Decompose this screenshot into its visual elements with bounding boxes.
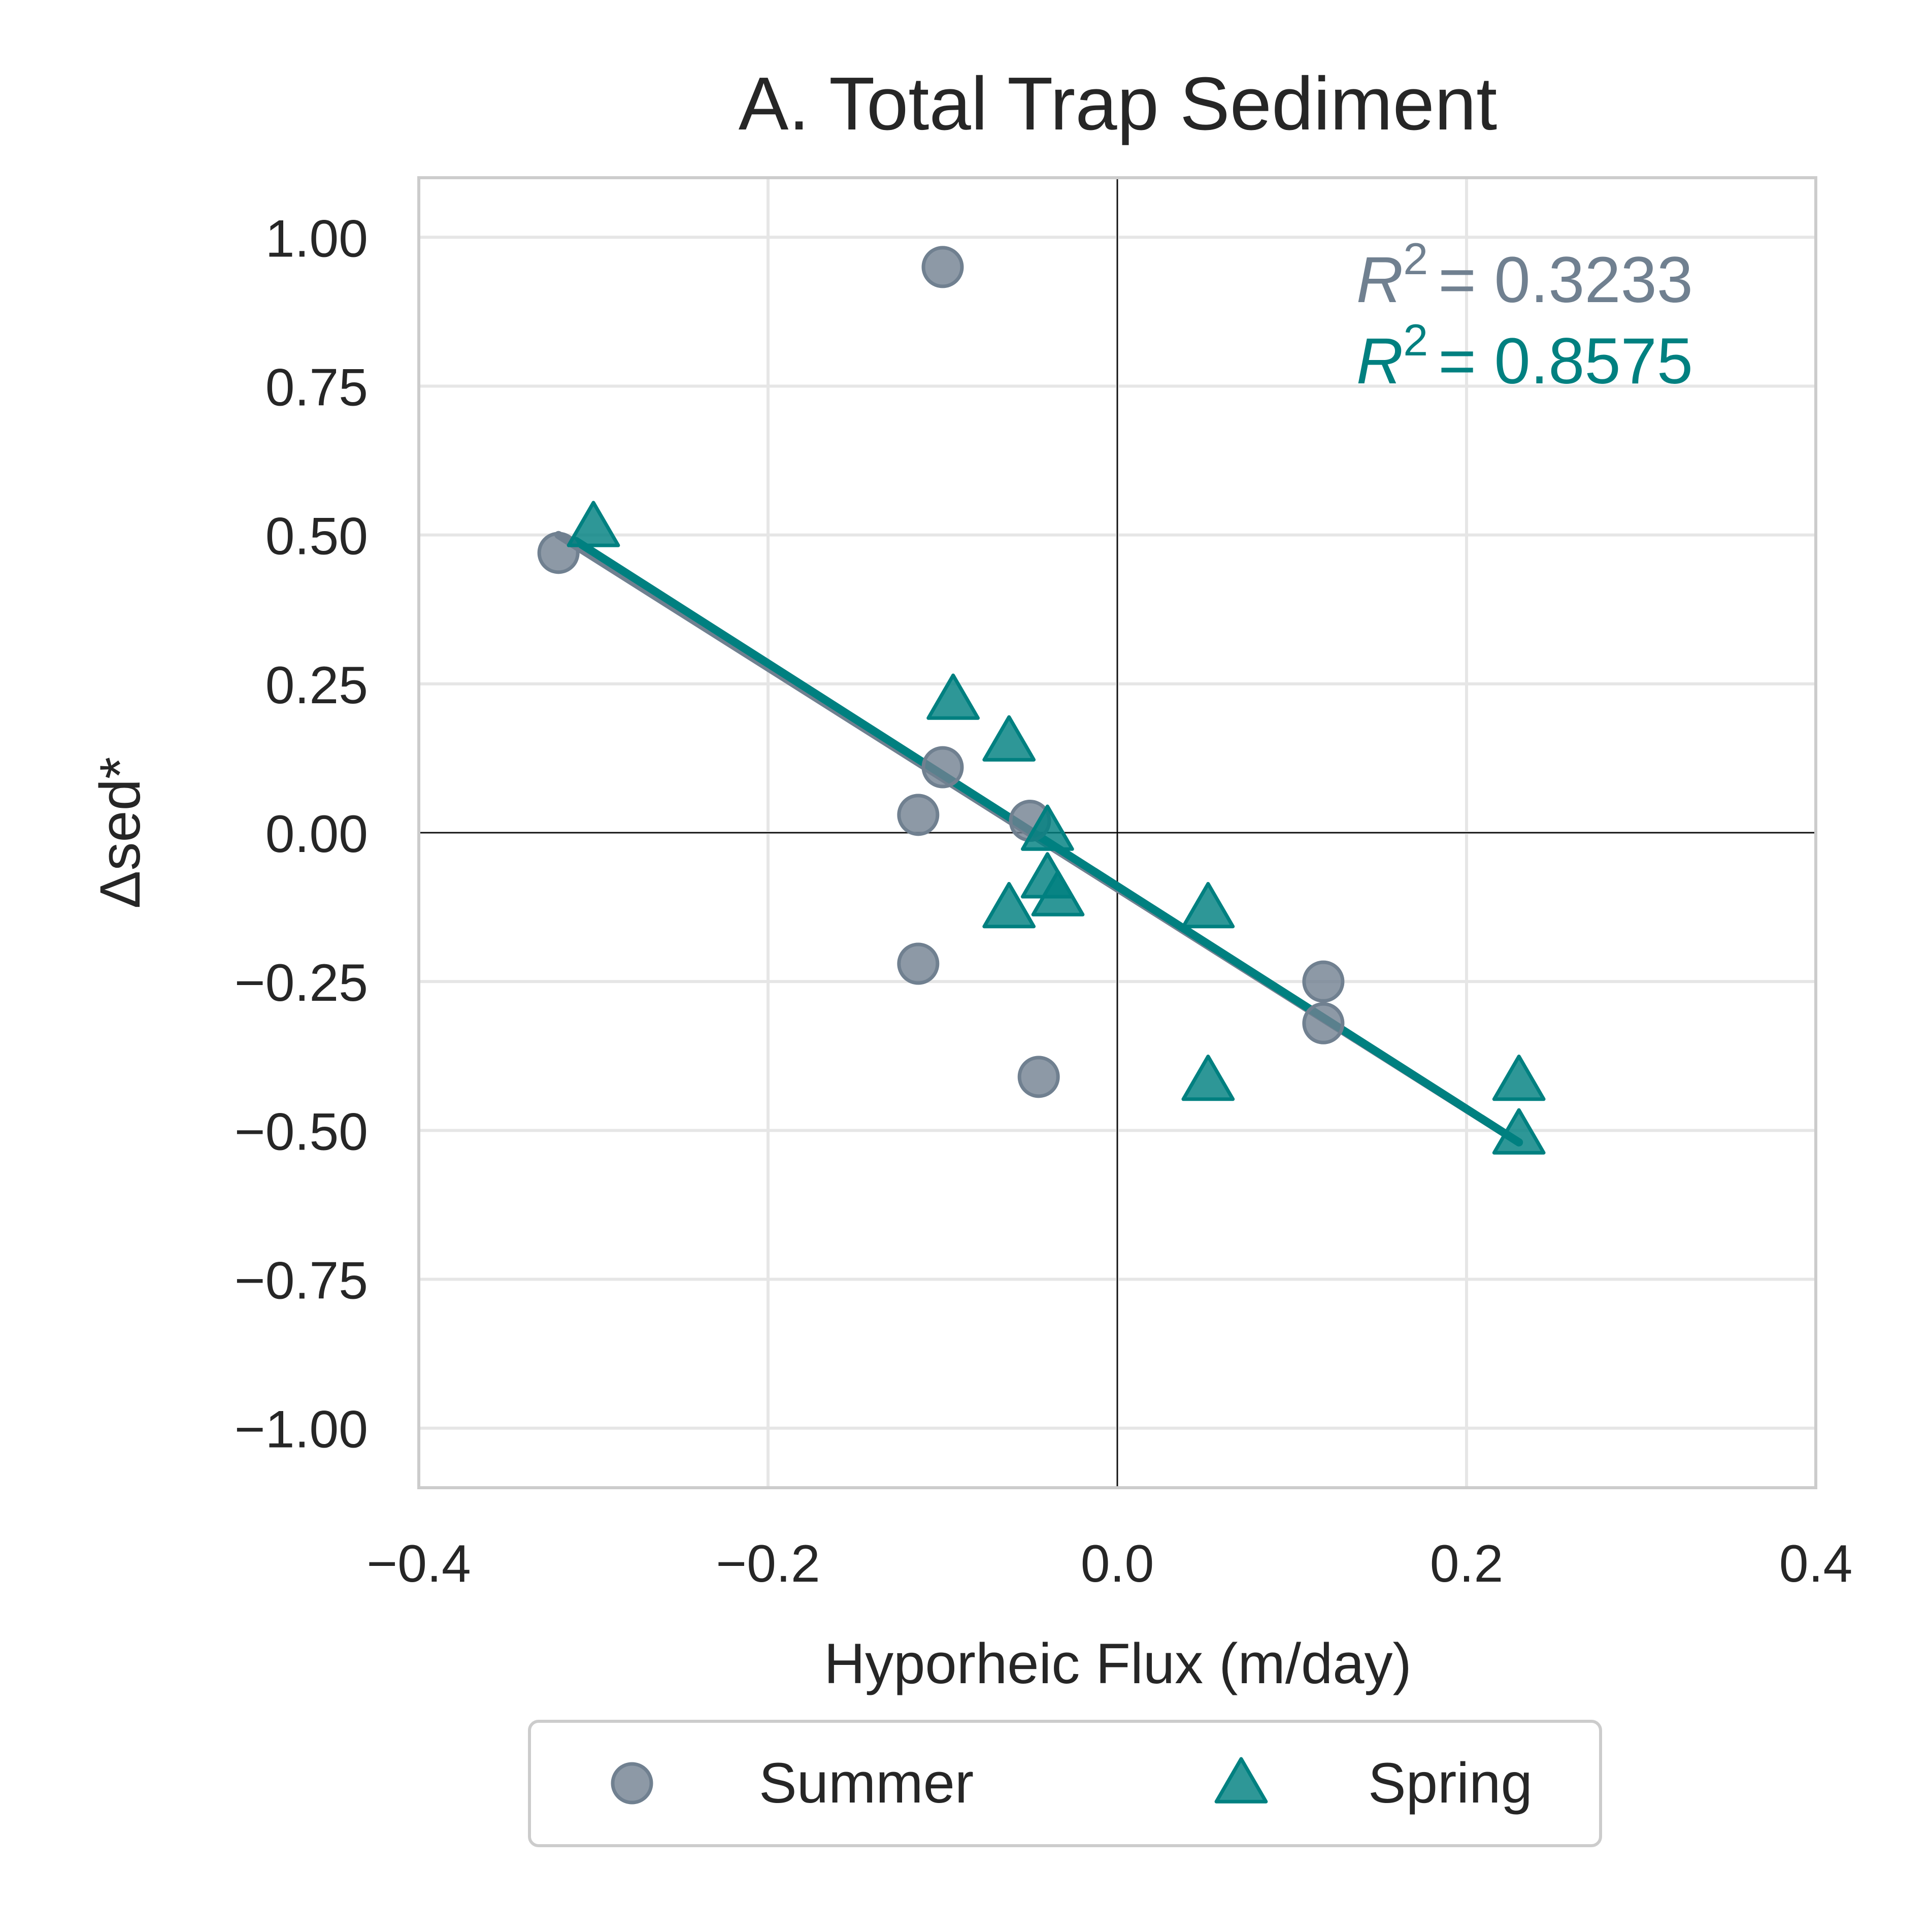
legend-markers xyxy=(611,1757,1268,1805)
x-tick-label: 0.2 xyxy=(1430,1534,1504,1593)
r2-summer-value: = 0.3233 xyxy=(1438,244,1693,316)
y-tick-label: −1.00 xyxy=(235,1400,368,1459)
data-point-summer xyxy=(897,794,940,836)
y-tick-label: −0.75 xyxy=(235,1252,368,1311)
r2-annotations: R2 = 0.3233 R2 = 0.8575 xyxy=(1356,234,1693,398)
data-point-spring xyxy=(1021,804,1074,851)
data-point-summer xyxy=(1302,960,1345,1003)
data-point-spring xyxy=(982,881,1036,929)
r2-spring-value: = 0.8575 xyxy=(1438,325,1693,398)
data-points xyxy=(537,246,1546,1155)
legend-label-spring: Spring xyxy=(1368,1751,1533,1815)
legend-marker-spring xyxy=(1214,1757,1268,1804)
y-tick-label: 0.00 xyxy=(265,805,368,864)
y-tick-label: 0.75 xyxy=(265,358,368,417)
legend-box xyxy=(528,1720,1602,1847)
y-tick-label: 0.25 xyxy=(265,656,368,715)
plot-frame xyxy=(417,176,1817,1489)
y-axis-label: Δsed* xyxy=(88,757,152,909)
x-tick-label: 0.4 xyxy=(1779,1534,1853,1593)
data-point-spring xyxy=(1492,1055,1546,1101)
x-axis-label: Hyporheic Flux (m/day) xyxy=(824,1632,1412,1695)
data-point-summer xyxy=(1017,1056,1060,1098)
data-point-spring xyxy=(1492,1108,1546,1155)
data-point-spring xyxy=(1181,881,1235,929)
y-tick-labels: 1.00 0.75 0.50 0.25 0.00 −0.25 −0.50 −0.75 −1.00 xyxy=(235,209,368,1459)
x-tick-label: −0.2 xyxy=(716,1534,820,1593)
data-point-summer xyxy=(897,942,940,985)
y-tick-label: 1.00 xyxy=(265,209,368,268)
legend-label-summer: Summer xyxy=(759,1751,974,1815)
data-point-spring xyxy=(926,673,980,720)
x-tick-labels: −0.4 −0.2 0.0 0.2 0.4 xyxy=(367,1534,1852,1593)
data-point-spring xyxy=(1031,870,1085,916)
x-tick-label: 0.0 xyxy=(1081,1534,1154,1593)
legend-marker-summer xyxy=(611,1762,653,1805)
r2-spring: R2 = 0.8575 xyxy=(1356,315,1693,398)
x-tick-label: −0.4 xyxy=(367,1534,471,1593)
data-point-spring xyxy=(567,501,620,547)
y-tick-label: 0.50 xyxy=(265,507,368,566)
data-point-summer xyxy=(921,246,964,288)
y-tick-label: −0.50 xyxy=(235,1102,368,1161)
legend: Summer Spring xyxy=(528,1720,1602,1847)
data-point-spring xyxy=(1181,1055,1235,1101)
y-tick-label: −0.25 xyxy=(235,954,368,1012)
zero-lines xyxy=(419,178,1816,1488)
data-point-summer xyxy=(1302,1002,1345,1044)
r2-summer: R2 = 0.3233 xyxy=(1356,234,1693,316)
data-point-spring xyxy=(982,715,1036,762)
chart-title: A. Total Trap Sediment xyxy=(739,62,1498,146)
data-point-summer xyxy=(921,746,964,789)
